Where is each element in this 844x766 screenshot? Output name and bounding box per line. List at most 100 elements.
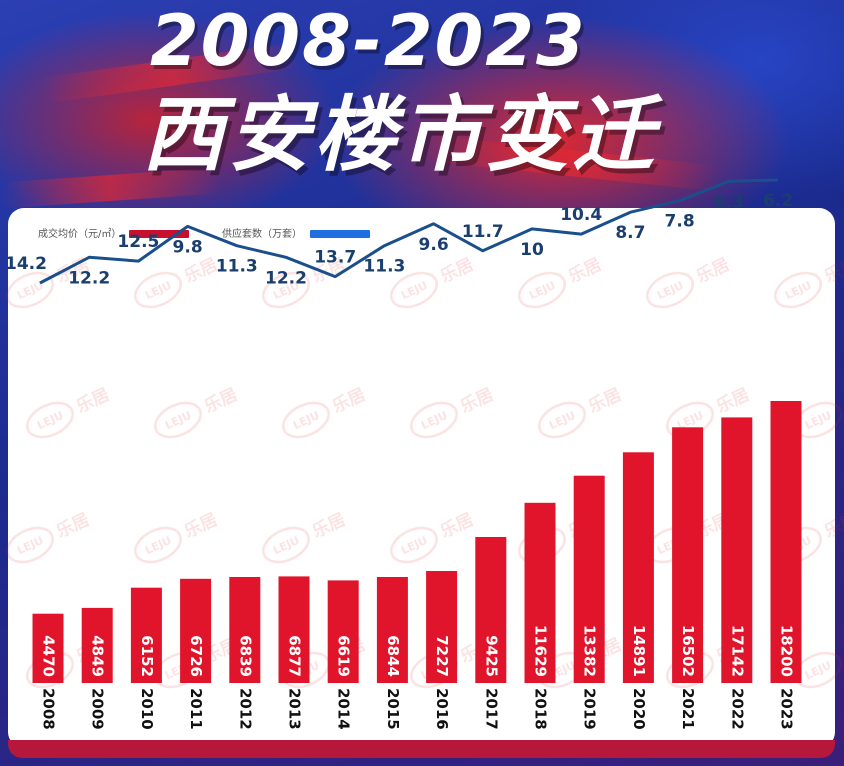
watermark-logo: LEJU — [547, 409, 577, 432]
leju-logo-icon — [262, 526, 310, 564]
bar-value-label-2009: 4849 — [89, 635, 107, 677]
watermark: LEJU 乐居 — [390, 510, 477, 564]
x-tick-label-2017: 2017 — [482, 688, 500, 730]
line-value-label-2021: 7.8 — [665, 212, 695, 232]
watermark: LEJU 乐居 — [134, 510, 221, 564]
bar-value-label-2021: 16502 — [679, 625, 697, 677]
x-tick-label-2011: 2011 — [187, 688, 205, 730]
watermark-logo: LEJU — [163, 409, 193, 432]
watermark-text: 乐居 — [201, 385, 240, 417]
bar-2013 — [278, 576, 310, 683]
bar-2020 — [622, 452, 654, 683]
watermark-logo: LEJU — [399, 279, 429, 302]
watermark: LEJU 乐居 — [262, 510, 349, 564]
watermark-logo: LEJU — [527, 279, 557, 302]
watermark-text: 乐居 — [841, 635, 844, 667]
watermark: LEJU 乐居 — [538, 385, 625, 439]
x-tick-label-2009: 2009 — [89, 688, 107, 730]
watermark-text: 乐居 — [713, 385, 752, 417]
watermark-text: 乐居 — [437, 255, 476, 287]
bar-value-label-2023: 18200 — [778, 625, 796, 677]
bar-2021 — [672, 427, 704, 683]
x-tick-label-2010: 2010 — [138, 688, 156, 730]
line-value-label-2012: 11.3 — [216, 257, 258, 277]
watermark: LEJU 乐居 — [282, 385, 369, 439]
bar-value-label-2017: 9425 — [482, 635, 500, 677]
bar-2022 — [721, 417, 753, 683]
bar-layer — [32, 401, 802, 683]
supply-line — [39, 178, 779, 285]
line-value-label-2018: 10 — [520, 240, 544, 260]
leju-logo-icon — [410, 401, 458, 439]
bar-value-label-2019: 13382 — [581, 625, 599, 677]
watermark-text: 乐居 — [309, 510, 348, 542]
line-value-label-2011: 9.8 — [173, 237, 203, 257]
banner-year-range: 2008-2023 — [150, 0, 587, 82]
watermark-text: 乐居 — [181, 255, 220, 287]
watermark-text: 乐居 — [73, 385, 112, 417]
line-value-label-2017: 11.7 — [462, 222, 504, 242]
bar-2010 — [130, 587, 162, 683]
leju-logo-icon — [154, 401, 202, 439]
leju-logo-icon — [262, 271, 310, 309]
watermark-logo: LEJU — [15, 534, 45, 557]
watermark: LEJU 乐居 — [774, 255, 844, 309]
watermark-logo: LEJU — [783, 279, 813, 302]
banner-title: 西安楼市变迁 — [142, 88, 658, 183]
watermark: LEJU 乐居 — [26, 385, 113, 439]
label-layer: 4470 2008 4849 2009 6152 2010 6726 2011 6839 2012… — [5, 191, 795, 730]
watermark-text: 乐居 — [585, 385, 624, 417]
leju-logo-icon — [134, 526, 182, 564]
line-value-label-2016: 9.6 — [419, 235, 449, 255]
leju-logo-icon — [646, 271, 694, 309]
leju-logo-icon — [6, 271, 54, 309]
line-value-label-2013: 12.2 — [265, 268, 307, 288]
x-tick-label-2019: 2019 — [581, 688, 599, 730]
watermark-text: 乐居 — [181, 510, 220, 542]
watermark-logo: LEJU — [399, 534, 429, 557]
bar-2009 — [81, 607, 113, 683]
watermark-text: 乐居 — [841, 385, 844, 417]
watermark-text: 乐居 — [437, 510, 476, 542]
line-layer — [39, 178, 779, 285]
watermark-logo: LEJU — [803, 409, 833, 432]
watermark-logo: LEJU — [143, 279, 173, 302]
watermark: LEJU 乐居 — [154, 385, 241, 439]
x-tick-label-2008: 2008 — [40, 688, 58, 730]
bar-2023 — [770, 401, 802, 683]
legend-item-supply: 供应套数（万套） — [222, 227, 370, 243]
bar-value-label-2018: 11629 — [532, 625, 550, 677]
leju-logo-icon — [390, 271, 438, 309]
leju-logo-icon — [390, 526, 438, 564]
watermark-logo: LEJU — [291, 409, 321, 432]
x-tick-label-2014: 2014 — [335, 688, 353, 730]
bar-2019 — [573, 475, 605, 683]
line-value-label-2015: 11.3 — [363, 257, 405, 277]
leju-logo-icon — [774, 271, 822, 309]
legend-item-price: 成交均价（元/㎡） — [38, 227, 190, 243]
leju-logo-icon — [282, 401, 330, 439]
watermark-logo: LEJU — [143, 534, 173, 557]
bar-value-label-2020: 14891 — [630, 625, 648, 677]
leju-logo-icon — [6, 526, 54, 564]
x-tick-label-2020: 2020 — [630, 688, 648, 730]
bar-2015 — [376, 577, 408, 683]
bar-value-label-2015: 6844 — [384, 635, 402, 677]
leju-logo-icon — [518, 271, 566, 309]
bar-2017 — [475, 537, 507, 683]
leju-logo-icon — [26, 401, 74, 439]
line-value-label-2022: 6.3 — [714, 192, 744, 212]
x-tick-label-2023: 2023 — [778, 688, 796, 730]
bar-value-label-2011: 6726 — [187, 635, 205, 677]
bar-value-label-2012: 6839 — [236, 635, 254, 677]
x-tick-label-2018: 2018 — [532, 688, 550, 730]
watermark-text: 乐居 — [821, 255, 844, 287]
watermark-text: 乐居 — [565, 255, 604, 287]
line-value-label-2023: 6.2 — [763, 191, 793, 211]
legend-label-price: 成交均价（元/㎡） — [38, 229, 122, 240]
chart-card-footer — [8, 740, 835, 758]
leju-logo-icon — [134, 271, 182, 309]
x-tick-label-2013: 2013 — [286, 688, 304, 730]
x-tick-label-2012: 2012 — [236, 688, 254, 730]
bar-value-label-2008: 4470 — [40, 635, 58, 677]
